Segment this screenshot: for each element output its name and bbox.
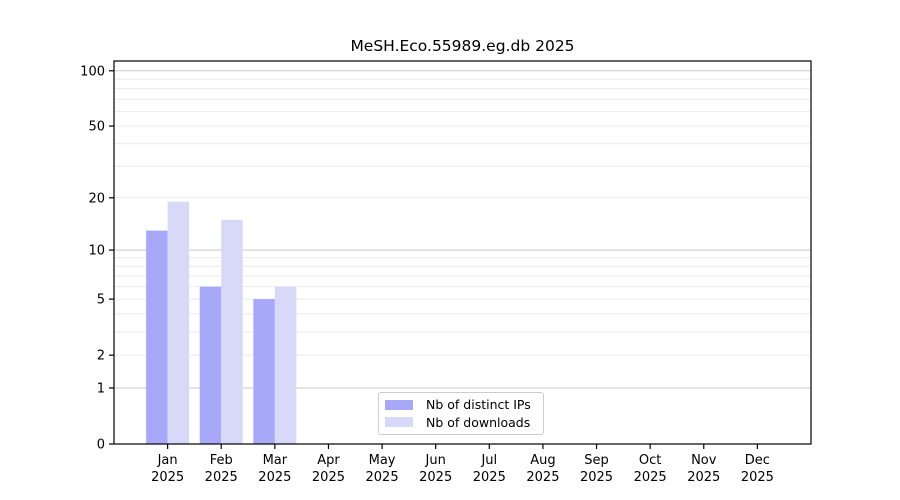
y-tick-label: 1 xyxy=(97,381,105,396)
legend-swatch xyxy=(385,399,413,410)
x-tick-label-month: Sep xyxy=(584,453,609,468)
x-tick-label-year: 2025 xyxy=(473,470,506,485)
x-tick-label-month: Nov xyxy=(691,453,717,468)
bar-jan-downloads xyxy=(167,201,190,444)
legend-label: Nb of downloads xyxy=(426,414,531,430)
x-tick-label-month: Oct xyxy=(639,453,661,468)
y-tick-label: 100 xyxy=(80,64,105,79)
y-tick-label: 10 xyxy=(88,244,105,259)
bar-feb-distinct-ips xyxy=(199,286,222,444)
x-tick-label-year: 2025 xyxy=(366,470,399,485)
y-tick-label: 50 xyxy=(88,120,105,135)
chart-title: MeSH.Eco.55989.eg.db 2025 xyxy=(350,37,575,55)
bar-mar-downloads xyxy=(274,286,297,444)
x-tick-label-month: Feb xyxy=(210,453,233,468)
x-tick-label-year: 2025 xyxy=(526,470,559,485)
y-tick-label: 2 xyxy=(97,349,105,364)
x-tick-label-month: Jul xyxy=(480,453,497,468)
x-tick-label-month: May xyxy=(369,453,396,468)
legend-swatch xyxy=(385,417,413,428)
x-tick-label-month: Jun xyxy=(425,453,446,468)
legend-item-downloads: Nb of downloads xyxy=(385,414,537,431)
x-tick-label-year: 2025 xyxy=(687,470,720,485)
bar-mar-distinct-ips xyxy=(253,299,275,444)
x-tick-label-year: 2025 xyxy=(741,470,774,485)
x-tick-label-year: 2025 xyxy=(258,470,291,485)
x-tick-label-year: 2025 xyxy=(580,470,613,485)
x-tick-label-year: 2025 xyxy=(634,470,667,485)
x-tick-label-year: 2025 xyxy=(312,470,345,485)
y-tick-label: 5 xyxy=(97,293,105,308)
x-tick-label-year: 2025 xyxy=(205,470,238,485)
x-tick-label-month: Jan xyxy=(157,453,178,468)
legend: Nb of distinct IPs Nb of downloads xyxy=(378,392,544,435)
bar-jan-distinct-ips xyxy=(146,230,168,444)
x-tick-label-month: Apr xyxy=(317,453,340,468)
x-tick-label-year: 2025 xyxy=(419,470,452,485)
x-tick-label-year: 2025 xyxy=(151,470,184,485)
plot-frame xyxy=(113,60,812,445)
legend-label: Nb of distinct IPs xyxy=(426,397,531,413)
x-tick-label-month: Dec xyxy=(745,453,770,468)
x-tick-label-month: Mar xyxy=(263,453,288,468)
x-tick-label-month: Aug xyxy=(530,453,555,468)
legend-item-distinct-ips: Nb of distinct IPs xyxy=(385,396,537,413)
bar-feb-downloads xyxy=(221,219,243,444)
y-tick-label: 20 xyxy=(88,191,105,206)
y-tick-label: 0 xyxy=(97,438,105,453)
